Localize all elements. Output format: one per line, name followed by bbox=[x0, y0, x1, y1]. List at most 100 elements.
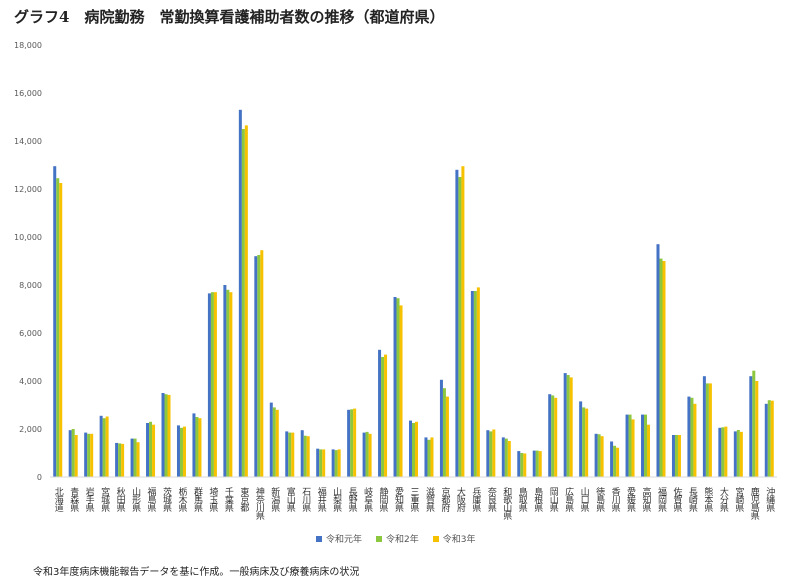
y-tick-label: 4,000 bbox=[19, 377, 42, 386]
x-tick-label: 群馬県 bbox=[192, 486, 203, 513]
bar-福岡県-令和3年 bbox=[662, 261, 666, 477]
bar-群馬県-令和2年 bbox=[195, 417, 199, 477]
bar-大分県-令和3年 bbox=[724, 426, 728, 477]
x-tick-label: 島根県 bbox=[532, 486, 543, 513]
bar-青森県-令和2年 bbox=[71, 429, 75, 477]
bar-高知県-令和2年 bbox=[644, 414, 648, 477]
bar-島根県-令和元年 bbox=[532, 450, 536, 477]
bar-奈良県-令和2年 bbox=[489, 431, 493, 477]
bar-沖縄県-令和元年 bbox=[764, 403, 768, 477]
bar-新潟県-令和元年 bbox=[269, 402, 273, 477]
y-tick-label: 14,000 bbox=[14, 137, 42, 146]
bar-沖縄県-令和2年 bbox=[767, 400, 771, 477]
bar-長崎県-令和3年 bbox=[693, 403, 697, 477]
x-tick-label: 福島県 bbox=[146, 486, 157, 513]
bar-岩手県-令和2年 bbox=[87, 433, 91, 477]
x-tick-label: 兵庫県 bbox=[470, 486, 481, 513]
bar-岡山県-令和元年 bbox=[548, 394, 552, 477]
bar-秋田県-令和2年 bbox=[118, 443, 122, 477]
x-tick-label: 京都府 bbox=[439, 486, 450, 513]
bar-宮城県-令和2年 bbox=[102, 418, 106, 477]
x-tick-label: 広島県 bbox=[563, 486, 574, 513]
bar-東京都-令和2年 bbox=[241, 129, 245, 477]
legend-label: 令和2年 bbox=[386, 535, 419, 545]
bar-大阪府-令和元年 bbox=[455, 169, 459, 478]
bar-島根県-令和2年 bbox=[535, 450, 539, 477]
bar-栃木県-令和2年 bbox=[179, 427, 183, 477]
bar-神奈川県-令和元年 bbox=[254, 256, 258, 477]
bar-山形県-令和2年 bbox=[133, 438, 137, 477]
bar-富山県-令和3年 bbox=[291, 432, 295, 477]
x-tick-label: 東京都 bbox=[238, 486, 249, 513]
y-tick-label: 6,000 bbox=[19, 329, 42, 338]
bar-埼玉県-令和2年 bbox=[210, 292, 214, 477]
x-tick-label: 山形県 bbox=[130, 487, 141, 513]
y-tick-label: 0 bbox=[37, 473, 42, 482]
bar-福島県-令和3年 bbox=[152, 424, 156, 477]
bar-島根県-令和3年 bbox=[538, 451, 542, 477]
bar-徳島県-令和2年 bbox=[597, 434, 601, 477]
bar-山梨県-令和3年 bbox=[337, 449, 341, 477]
bar-茨城県-令和元年 bbox=[161, 393, 165, 477]
bar-群馬県-令和3年 bbox=[198, 418, 202, 477]
bar-京都府-令和3年 bbox=[445, 396, 449, 477]
bar-青森県-令和元年 bbox=[68, 430, 72, 477]
bar-広島県-令和元年 bbox=[563, 373, 567, 477]
x-tick-label: 山梨県 bbox=[331, 487, 342, 513]
legend-label: 令和元年 bbox=[326, 535, 363, 545]
x-tick-label: 鹿児島県 bbox=[749, 486, 760, 521]
bar-奈良県-令和元年 bbox=[486, 430, 490, 477]
bar-熊本県-令和3年 bbox=[708, 383, 712, 477]
y-axis-ticks: 0 2,000 4,000 6,000 8,000 10,000 12,000 14,000 1… bbox=[14, 41, 42, 482]
x-tick-label: 長野県 bbox=[347, 487, 358, 513]
bar-福井県-令和3年 bbox=[322, 449, 326, 477]
bar-香川県-令和3年 bbox=[616, 447, 620, 477]
bar-香川県-令和2年 bbox=[613, 445, 617, 477]
bar-北海道-令和2年 bbox=[56, 178, 60, 477]
y-tick-label: 12,000 bbox=[14, 185, 42, 194]
legend-swatch bbox=[432, 535, 439, 542]
bar-岡山県-令和2年 bbox=[551, 395, 555, 477]
x-tick-label: 宮崎県 bbox=[733, 486, 744, 513]
x-tick-label: 埼玉県 bbox=[207, 486, 218, 513]
bar-和歌山県-令和元年 bbox=[501, 437, 505, 477]
bar-香川県-令和元年 bbox=[610, 441, 614, 477]
bar-栃木県-令和元年 bbox=[176, 425, 180, 477]
bar-大分県-令和2年 bbox=[721, 427, 725, 477]
bar-熊本県-令和2年 bbox=[705, 383, 709, 477]
x-tick-label: 三重県 bbox=[409, 487, 420, 513]
bar-長崎県-令和2年 bbox=[690, 397, 694, 477]
bar-岐阜県-令和2年 bbox=[365, 431, 369, 477]
bar-静岡県-令和2年 bbox=[381, 357, 385, 477]
x-tick-label: 青森県 bbox=[68, 486, 79, 513]
bar-大分県-令和元年 bbox=[718, 427, 722, 477]
bar-愛知県-令和3年 bbox=[399, 305, 403, 477]
y-tick-label: 18,000 bbox=[14, 41, 42, 50]
bar-兵庫県-令和2年 bbox=[473, 291, 477, 477]
bar-大阪府-令和3年 bbox=[461, 166, 465, 477]
bar-栃木県-令和3年 bbox=[182, 426, 186, 477]
bar-兵庫県-令和元年 bbox=[470, 291, 474, 477]
source-note: 令和3年度病床機能報告データを基に作成。一般病床及び療養病床の状況 bbox=[33, 567, 360, 578]
legend-item-series-1: 令和元年 bbox=[316, 532, 362, 545]
legend-swatch bbox=[376, 535, 383, 542]
x-tick-label: 新潟県 bbox=[269, 486, 280, 513]
bar-福井県-令和元年 bbox=[316, 448, 320, 477]
x-tick-label: 宮城県 bbox=[99, 486, 110, 513]
x-tick-label: 滋賀県 bbox=[424, 486, 435, 513]
bar-宮城県-令和3年 bbox=[105, 416, 109, 477]
x-tick-label: 富山県 bbox=[285, 486, 296, 513]
y-tick-label: 2,000 bbox=[19, 425, 42, 434]
bar-福岡県-令和元年 bbox=[656, 244, 660, 477]
bar-埼玉県-令和3年 bbox=[213, 292, 217, 477]
legend-item-series-3: 令和3年 bbox=[432, 532, 475, 545]
x-tick-label: 香川県 bbox=[610, 487, 621, 513]
bar-三重県-令和元年 bbox=[409, 420, 412, 477]
x-tick-label: 山口県 bbox=[579, 487, 590, 513]
x-tick-label: 高知県 bbox=[641, 486, 652, 513]
bar-鳥取県-令和2年 bbox=[520, 453, 524, 477]
bar-佐賀県-令和元年 bbox=[671, 435, 675, 477]
bar-長崎県-令和元年 bbox=[687, 396, 691, 477]
bar-滋賀県-令和3年 bbox=[430, 437, 434, 477]
